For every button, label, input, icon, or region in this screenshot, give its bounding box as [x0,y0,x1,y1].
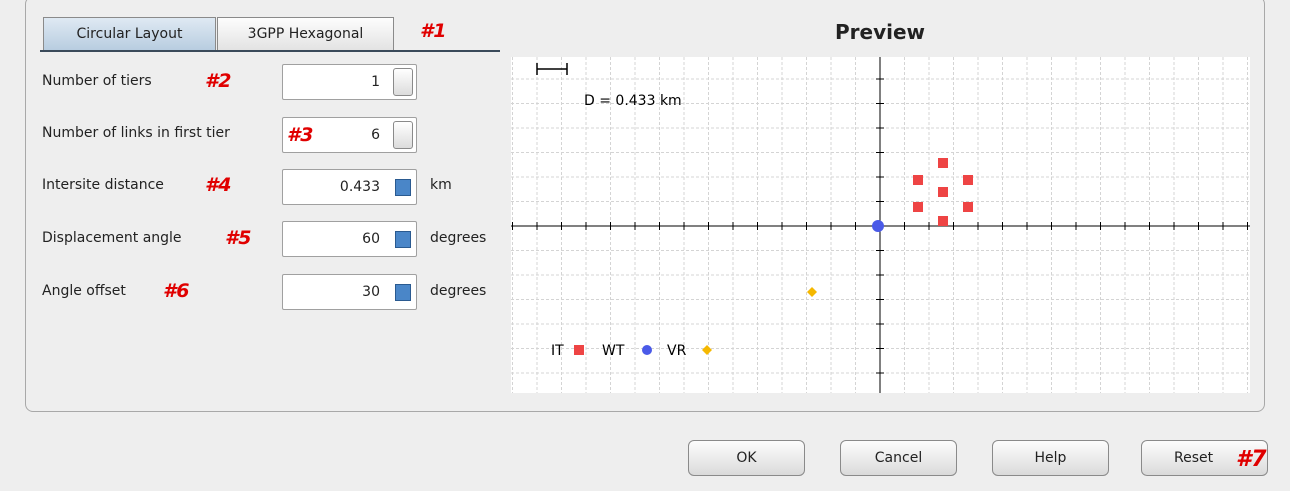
legend-label: IT [551,343,564,359]
field-value: 1 [371,74,380,90]
legend-label: VR [667,343,687,359]
annotation: #3 [287,124,314,146]
scale-bar [536,63,568,75]
it-markers [913,158,973,226]
reset-button[interactable]: Reset [1141,440,1268,476]
field-label: Angle offset [42,283,126,299]
calculator-icon[interactable] [395,231,411,248]
legend-label: WT [602,343,625,359]
help-button[interactable]: Help [992,440,1109,476]
field-value: 60 [362,231,380,247]
annotation: #1 [420,20,447,42]
unit: degrees [430,230,487,246]
spin-button[interactable] [393,121,413,149]
preview-title: Preview [834,20,926,44]
field-value: 30 [362,284,380,300]
preview-plot: D = 0.433 km IT WT VR [511,57,1250,393]
field-value: 0.433 [339,179,380,195]
vr-marker [807,287,817,297]
field-value: 6 [371,127,380,143]
unit: km [430,177,452,193]
scale-label: D = 0.433 km [584,93,682,109]
field-label: Displacement angle [42,230,182,246]
field-label: Number of tiers [42,73,152,89]
annotation: #5 [225,227,252,249]
spinner[interactable]: 6 [282,117,417,153]
ok-button[interactable]: OK [688,440,805,476]
wt-marker [872,220,884,232]
annotation: #4 [205,174,232,196]
calculator-icon[interactable] [395,179,411,196]
spin-button[interactable] [393,68,413,96]
text-field[interactable]: 0.433 [282,169,417,205]
field-label: Number of links in first tier [42,125,230,141]
tab-underline [40,50,500,52]
tab[interactable]: 3GPP Hexagonal [217,17,394,50]
annotation: #6 [163,280,190,302]
unit: degrees [430,283,487,299]
annotation: #7 [1236,447,1267,472]
annotation: #2 [205,70,232,92]
legend-marker [574,345,584,355]
legend-marker [702,345,712,355]
text-field[interactable]: 60 [282,221,417,257]
cancel-button[interactable]: Cancel [840,440,957,476]
text-field[interactable]: 30 [282,274,417,310]
tab[interactable]: Circular Layout [43,17,216,50]
calculator-icon[interactable] [395,284,411,301]
legend-marker [642,345,652,355]
field-label: Intersite distance [42,177,164,193]
spinner[interactable]: 1 [282,64,417,100]
